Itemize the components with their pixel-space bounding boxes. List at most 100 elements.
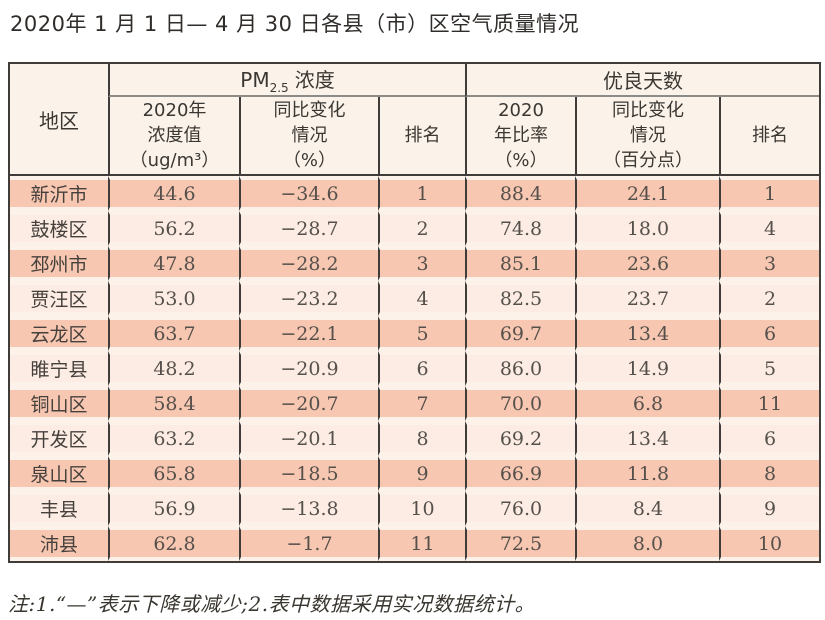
table-row: 贾汪区 53.0 −23.2 4 82.5 23.7 2 [10, 281, 820, 316]
table-row: 丰县 56.9 −13.8 10 76.0 8.4 9 [10, 491, 820, 526]
good-rank-cell: 5 [719, 351, 820, 386]
region-cell: 鼓楼区 [10, 211, 108, 246]
header-pm25-group: PM2.5 浓度 [108, 64, 465, 97]
good-ratio-cell: 69.2 [465, 421, 575, 456]
table-row: 开发区 63.2 −20.1 8 69.2 13.4 6 [10, 421, 820, 456]
pm-rank-cell: 6 [378, 351, 465, 386]
table-row: 泉山区 65.8 −18.5 9 66.9 11.8 8 [10, 456, 820, 491]
ratio-change-cell: 11.8 [575, 456, 719, 491]
region-cell: 云龙区 [10, 316, 108, 351]
pm-value-cell: 62.8 [108, 526, 239, 561]
pm-change-cell: −13.8 [239, 491, 378, 526]
pm-rank-cell: 3 [378, 246, 465, 281]
good-ratio-cell: 86.0 [465, 351, 575, 386]
good-rank-cell: 9 [719, 491, 820, 526]
good-ratio-cell: 82.5 [465, 281, 575, 316]
table-row: 睢宁县 48.2 −20.9 6 86.0 14.9 5 [10, 351, 820, 386]
ratio-change-cell: 13.4 [575, 421, 719, 456]
table-header: 地区 PM2.5 浓度 优良天数 2020年 浓度值 （ug/m³） 同比变化 情… [10, 64, 820, 176]
table-row: 云龙区 63.7 −22.1 5 69.7 13.4 6 [10, 316, 820, 351]
good-rank-cell: 6 [719, 421, 820, 456]
region-cell: 铜山区 [10, 386, 108, 421]
table-row: 新沂市 44.6 −34.6 1 88.4 24.1 1 [10, 176, 820, 211]
pm-change-cell: −1.7 [239, 526, 378, 561]
good-ratio-cell: 76.0 [465, 491, 575, 526]
pm-rank-cell: 10 [378, 491, 465, 526]
pm-value-cell: 58.4 [108, 386, 239, 421]
good-rank-cell: 8 [719, 456, 820, 491]
pm-rank-cell: 11 [378, 526, 465, 561]
table-body: 新沂市 44.6 −34.6 1 88.4 24.1 1 鼓楼区 56.2 −28.7 2 74.8 1… [10, 176, 820, 561]
header-pm-rank: 排名 [378, 97, 465, 176]
pm-rank-cell: 9 [378, 456, 465, 491]
pm-change-cell: −20.1 [239, 421, 378, 456]
header-region: 地区 [10, 64, 108, 176]
good-rank-cell: 2 [719, 281, 820, 316]
pm-rank-cell: 4 [378, 281, 465, 316]
pm-change-cell: −18.5 [239, 456, 378, 491]
pm-value-cell: 47.8 [108, 246, 239, 281]
ratio-change-cell: 24.1 [575, 176, 719, 211]
page-title: 2020年 1 月 1 日— 4 月 30 日各县（市）区空气质量情况 [10, 12, 580, 36]
region-cell: 开发区 [10, 421, 108, 456]
region-cell: 邳州市 [10, 246, 108, 281]
pm-value-cell: 63.7 [108, 316, 239, 351]
pm-value-cell: 53.0 [108, 281, 239, 316]
ratio-change-cell: 23.7 [575, 281, 719, 316]
ratio-change-cell: 14.9 [575, 351, 719, 386]
pm-value-cell: 63.2 [108, 421, 239, 456]
pm-value-cell: 56.9 [108, 491, 239, 526]
pm25-subscript: 2.5 [269, 81, 289, 95]
pm-value-cell: 48.2 [108, 351, 239, 386]
footnote: 注:1.“—”表示下降或减少;2.表中数据采用实况数据统计。 [8, 592, 536, 616]
pm25-suffix: 浓度 [294, 68, 335, 92]
ratio-change-cell: 23.6 [575, 246, 719, 281]
good-rank-cell: 4 [719, 211, 820, 246]
header-good-days-group: 优良天数 [465, 64, 820, 97]
good-ratio-cell: 72.5 [465, 526, 575, 561]
pm25-label: PM [240, 68, 270, 92]
pm-rank-cell: 1 [378, 176, 465, 211]
region-cell: 泉山区 [10, 456, 108, 491]
pm-change-cell: −28.2 [239, 246, 378, 281]
header-ratio-change: 同比变化 情况 （百分点） [575, 97, 719, 176]
pm-value-cell: 44.6 [108, 176, 239, 211]
header-pm-change: 同比变化 情况 （%） [239, 97, 378, 176]
ratio-change-cell: 13.4 [575, 316, 719, 351]
table-row: 沛县 62.8 −1.7 11 72.5 8.0 10 [10, 526, 820, 561]
good-rank-cell: 1 [719, 176, 820, 211]
region-cell: 新沂市 [10, 176, 108, 211]
good-ratio-cell: 66.9 [465, 456, 575, 491]
good-ratio-cell: 70.0 [465, 386, 575, 421]
good-ratio-cell: 88.4 [465, 176, 575, 211]
ratio-change-cell: 8.4 [575, 491, 719, 526]
header-pm-value: 2020年 浓度值 （ug/m³） [108, 97, 239, 176]
good-rank-cell: 3 [719, 246, 820, 281]
region-cell: 睢宁县 [10, 351, 108, 386]
pm-change-cell: −34.6 [239, 176, 378, 211]
pm-change-cell: −22.1 [239, 316, 378, 351]
good-rank-cell: 6 [719, 316, 820, 351]
pm-change-cell: −28.7 [239, 211, 378, 246]
header-good-ratio: 2020 年比率 （%） [465, 97, 575, 176]
ratio-change-cell: 6.8 [575, 386, 719, 421]
ratio-change-cell: 8.0 [575, 526, 719, 561]
pm-value-cell: 56.2 [108, 211, 239, 246]
good-rank-cell: 11 [719, 386, 820, 421]
region-cell: 丰县 [10, 491, 108, 526]
good-ratio-cell: 85.1 [465, 246, 575, 281]
good-ratio-cell: 69.7 [465, 316, 575, 351]
ratio-change-cell: 18.0 [575, 211, 719, 246]
pm-change-cell: −20.7 [239, 386, 378, 421]
air-quality-table: 地区 PM2.5 浓度 优良天数 2020年 浓度值 （ug/m³） 同比变化 情… [8, 62, 822, 563]
region-cell: 贾汪区 [10, 281, 108, 316]
table-row: 铜山区 58.4 −20.7 7 70.0 6.8 11 [10, 386, 820, 421]
good-rank-cell: 10 [719, 526, 820, 561]
good-ratio-cell: 74.8 [465, 211, 575, 246]
pm-rank-cell: 5 [378, 316, 465, 351]
pm-value-cell: 65.8 [108, 456, 239, 491]
table-row: 鼓楼区 56.2 −28.7 2 74.8 18.0 4 [10, 211, 820, 246]
pm-rank-cell: 7 [378, 386, 465, 421]
region-cell: 沛县 [10, 526, 108, 561]
table-row: 邳州市 47.8 −28.2 3 85.1 23.6 3 [10, 246, 820, 281]
